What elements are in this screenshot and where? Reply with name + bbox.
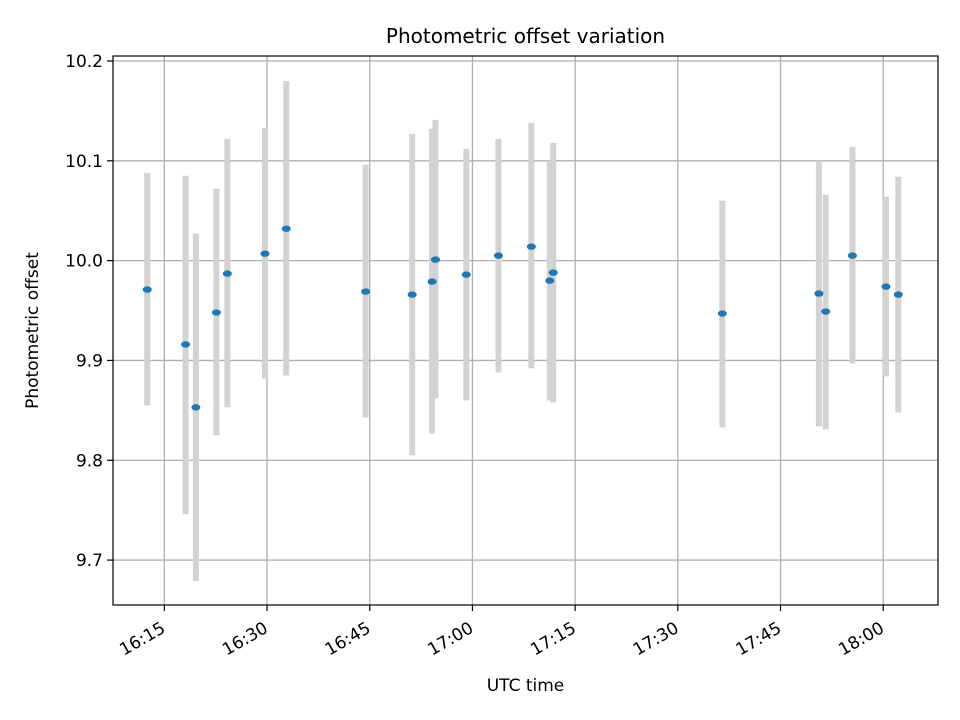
data-point: [893, 291, 903, 298]
data-point: [847, 252, 857, 259]
data-point: [548, 269, 558, 276]
y-tick-label: 9.7: [76, 551, 103, 571]
data-point: [407, 291, 417, 298]
y-axis-label: Photometric offset: [23, 252, 43, 409]
data-point: [821, 308, 831, 315]
y-tick-label: 10.2: [65, 52, 103, 72]
y-tick-label: 9.9: [76, 351, 103, 371]
y-axis: 9.7 9.8 9.9 10.0 10.1 10.2: [65, 52, 113, 571]
data-point: [461, 271, 471, 278]
x-axis-label: UTC time: [487, 676, 565, 696]
data-point: [814, 290, 824, 297]
data-point: [361, 288, 371, 295]
data-point: [717, 310, 727, 317]
data-point: [526, 243, 536, 250]
data-point: [211, 309, 221, 316]
data-point: [427, 278, 437, 285]
data-point: [281, 225, 291, 232]
data-point: [222, 270, 232, 277]
y-tick-label: 10.1: [65, 152, 103, 172]
data-point: [881, 283, 891, 290]
data-points: [142, 225, 903, 411]
plot-frame: [112, 55, 939, 606]
data-point: [430, 256, 440, 263]
data-point: [142, 286, 152, 293]
data-point: [545, 277, 555, 284]
data-point: [181, 341, 191, 348]
data-point: [191, 404, 201, 411]
data-point: [260, 250, 270, 257]
grid: [113, 56, 938, 605]
y-tick-label: 9.8: [76, 451, 103, 471]
data-point: [493, 252, 503, 259]
chart-title: Photometric offset variation: [386, 24, 665, 48]
y-tick-label: 10.0: [65, 252, 103, 272]
